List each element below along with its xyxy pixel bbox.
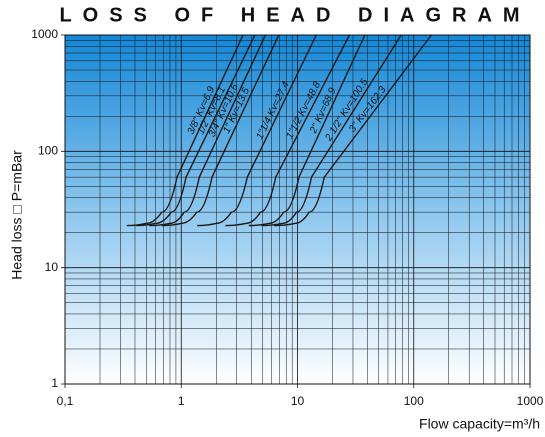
x-tick-label: 1000 <box>517 394 544 408</box>
x-axis-label: Flow capacity=m³/h <box>419 416 540 432</box>
x-tick-label: 100 <box>404 394 424 408</box>
y-tick-label: 1 <box>51 376 58 390</box>
y-tick-label: 1000 <box>31 27 58 41</box>
x-tick-label: 10 <box>291 394 305 408</box>
chart-title: LOSS OF HEAD DIAGRAM <box>59 4 530 26</box>
curve <box>274 34 433 227</box>
y-axis-label: Head loss □ P=mBar <box>9 150 25 280</box>
curve <box>248 34 366 227</box>
x-tick-label: 0,1 <box>57 394 74 408</box>
curve <box>161 34 280 227</box>
curve <box>197 34 317 227</box>
curve <box>225 34 351 227</box>
plot-frame <box>64 34 531 385</box>
curve <box>136 34 256 227</box>
x-tick-label: 1 <box>178 394 185 408</box>
y-tick-label: 10 <box>45 260 59 274</box>
curve <box>261 34 402 227</box>
y-tick-label: 100 <box>38 144 58 158</box>
curve <box>149 34 267 227</box>
